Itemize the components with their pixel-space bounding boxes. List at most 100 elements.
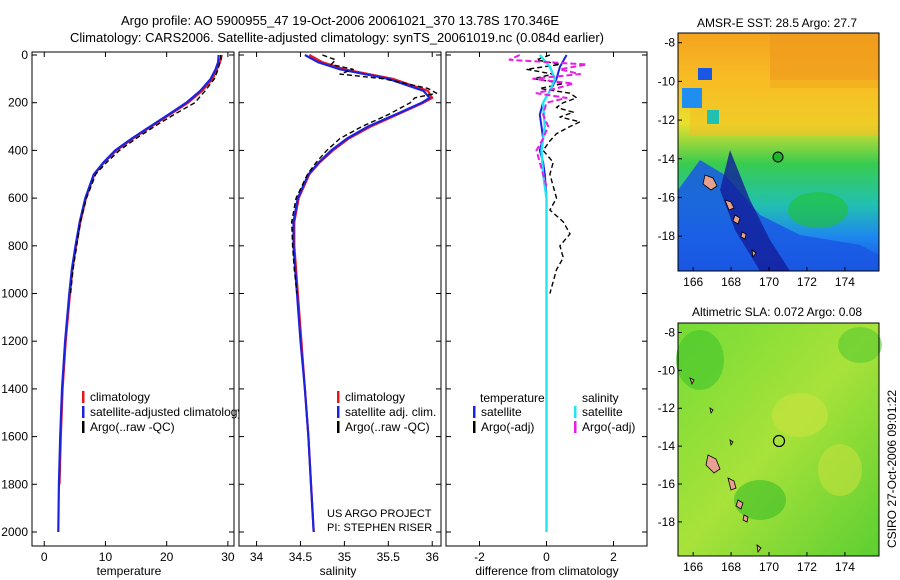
figure-title-line1: Argo profile: AO 5900955_47 19-Oct-2006 … [121, 13, 559, 28]
y-tick-label: 1400 [1, 382, 28, 396]
sla-low-blob-3 [838, 327, 882, 363]
series-line-salinity-argo-adj- [508, 54, 588, 187]
map-y-tick-label: -12 [658, 401, 676, 415]
sst-coast-pixels-1 [698, 68, 712, 80]
temperature-panel: 0 10 20 30 0 200 400 600 800 1000 1200 1400 1600 1800… [1, 48, 243, 578]
series-line-satellite-adj-clim- [292, 54, 431, 533]
figure-title-line2: Climatology: CARS2006. Satellite-adjuste… [70, 30, 604, 45]
legend-header-salinity: salinity [582, 391, 619, 405]
map-y-tick-label: -18 [658, 515, 676, 529]
map-x-tick-label: 174 [835, 560, 855, 574]
sst-coast-pixels-2 [682, 88, 702, 108]
legend-label-satellite: satellite-adjusted climatology [90, 405, 243, 419]
y-tick-label: 1600 [1, 430, 28, 444]
sst-map-frame [677, 32, 880, 272]
x-tick-label: 0 [41, 550, 48, 564]
y-tick-label: 600 [8, 191, 28, 205]
map-y-tick-label: -14 [658, 152, 676, 166]
map-x-tick-label: 172 [797, 275, 817, 289]
legend-swatch-argo [337, 421, 340, 433]
sst-map-panel: AMSR-E SST: 28.5 Argo: 27.7 166 168 170 172… [658, 16, 880, 289]
map-y-tick-label: -8 [664, 36, 675, 50]
map-x-tick-label: 166 [683, 560, 703, 574]
credit-project: US ARGO PROJECT [327, 508, 432, 520]
y-tick-label: 200 [8, 96, 28, 110]
salinity-panel: 34 34.5 35 35.5 36 climatology satellite adj… [238, 51, 442, 578]
difference-legend: temperature salinity satellite Argo(-adj… [473, 391, 635, 434]
y-tick-label: 2000 [1, 525, 28, 539]
legend-swatch-temp-satellite [473, 406, 476, 418]
y-tick-label: 400 [8, 143, 28, 157]
map-x-tick-label: 168 [721, 275, 741, 289]
salinity-axes-frame [238, 51, 442, 547]
legend-swatch-sal-argo [574, 421, 577, 433]
map-x-tick-label: 166 [683, 275, 703, 289]
map-x-tick-label: 174 [835, 275, 855, 289]
sst-argo-marker [772, 151, 784, 163]
map-y-tick-label: -10 [658, 74, 676, 88]
temperature-xlabel: temperature [97, 564, 162, 578]
x-tick-label: 34 [250, 550, 264, 564]
legend-label-sal-argo: Argo(-adj) [582, 420, 635, 434]
legend-swatch-satellite [337, 406, 340, 418]
map-x-tick-label: 172 [797, 560, 817, 574]
x-tick-label: 10 [99, 550, 113, 564]
legend-swatch-satellite [82, 406, 85, 418]
x-tick-label: 20 [160, 550, 174, 564]
sla-low-blob-2 [734, 480, 786, 520]
sla-island-chain [689, 377, 762, 554]
y-tick-label: 1800 [1, 477, 28, 491]
legend-label-climatology: climatology [90, 390, 150, 404]
x-tick-label: 35.5 [377, 550, 401, 564]
x-tick-label: 36 [426, 550, 440, 564]
series-line-satellite-adjusted-climatology [57, 54, 220, 533]
legend-header-temperature: temperature [480, 391, 545, 405]
y-tick-label: 800 [8, 239, 28, 253]
sla-map-panel: Altimetric SLA: 0.072 Argo: 0.08 166 168 1… [658, 305, 882, 574]
x-tick-label: 30 [221, 550, 235, 564]
legend-label-satellite: satellite adj. clim. [345, 405, 436, 419]
y-tick-label: 0 [21, 48, 28, 62]
x-tick-label: 0 [543, 550, 550, 564]
map-x-tick-label: 168 [721, 560, 741, 574]
temperature-axes-frame [31, 51, 235, 547]
legend-label-temp-argo: Argo(-adj) [481, 420, 534, 434]
legend-swatch-sal-satellite [574, 406, 577, 418]
sst-warm-band [690, 80, 879, 135]
sla-high-blob-2 [818, 444, 862, 496]
difference-panel: -2 0 2 temperature salinity satellite Argo… [445, 51, 648, 578]
legend-swatch-climatology [337, 391, 340, 403]
legend-label-argo: Argo(..raw -QC) [90, 420, 175, 434]
x-tick-label: 35 [338, 550, 352, 564]
legend-swatch-climatology [82, 391, 85, 403]
credit-pi: PI: STEPHEN RISER [327, 522, 432, 534]
sla-low-blob-1 [676, 330, 724, 390]
map-x-tick-label: 170 [759, 560, 779, 574]
csiro-timestamp: CSIRO 27-Oct-2006 09:01:22 [885, 390, 899, 548]
legend-swatch-argo [82, 421, 85, 433]
sla-map-title: Altimetric SLA: 0.072 Argo: 0.08 [692, 305, 862, 319]
sst-island-chain [702, 174, 757, 259]
sla-map-frame [677, 322, 880, 557]
map-y-tick-label: -8 [664, 325, 675, 339]
sst-map-title: AMSR-E SST: 28.5 Argo: 27.7 [697, 16, 857, 30]
map-y-tick-label: -10 [658, 363, 676, 377]
x-tick-label: -2 [474, 550, 485, 564]
map-y-tick-label: -16 [658, 190, 676, 204]
y-tick-label: 1000 [1, 287, 28, 301]
series-line-argo-raw-qc- [69, 54, 222, 294]
map-y-tick-label: -16 [658, 477, 676, 491]
sla-high-blob-1 [772, 393, 828, 437]
legend-swatch-temp-argo [473, 421, 476, 433]
difference-xlabel: difference from climatology [475, 564, 618, 578]
map-y-tick-label: -14 [658, 439, 676, 453]
map-x-tick-label: 170 [759, 275, 779, 289]
salinity-xlabel: salinity [320, 564, 357, 578]
legend-label-sal-satellite: satellite [582, 405, 623, 419]
x-tick-label: 2 [610, 550, 617, 564]
sst-dark-wedge [720, 150, 790, 271]
y-tick-label: 1200 [1, 334, 28, 348]
temperature-legend: climatology satellite-adjusted climatolo… [82, 390, 243, 434]
salinity-legend: climatology satellite adj. clim. Argo(..… [337, 390, 436, 434]
